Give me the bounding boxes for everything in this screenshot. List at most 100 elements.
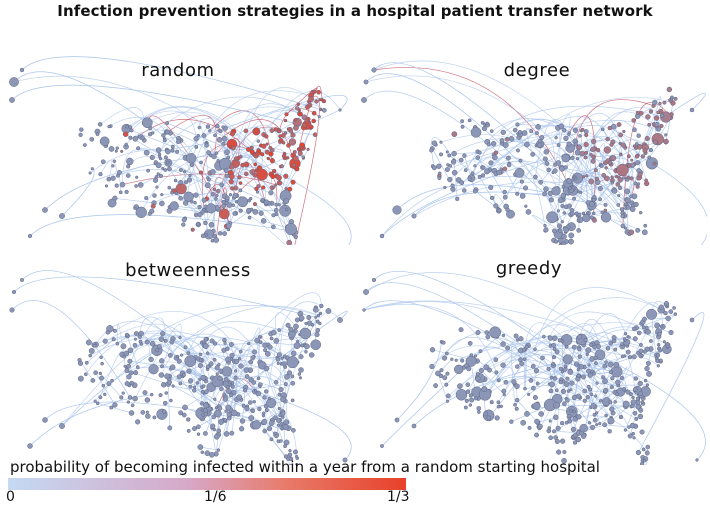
hospital-node — [272, 185, 276, 189]
hospital-node — [147, 211, 152, 216]
hospital-node — [619, 375, 625, 381]
hospital-node — [128, 135, 133, 140]
hospital-node — [123, 350, 130, 357]
hospital-node — [88, 171, 92, 175]
hospital-node — [243, 161, 250, 168]
hospital-node — [159, 200, 165, 207]
hospital-node — [583, 142, 589, 148]
hospital-node — [222, 337, 227, 343]
hospital-node — [646, 370, 652, 377]
hospital-node — [502, 142, 509, 148]
network-edge — [251, 379, 282, 390]
hospital-node — [186, 351, 191, 356]
hospital-node — [438, 152, 444, 157]
hospital-node — [204, 450, 211, 457]
hospital-node — [658, 348, 663, 353]
hospital-node — [455, 196, 460, 202]
hospital-node — [204, 182, 211, 189]
hospital-node — [530, 363, 536, 369]
hospital-node — [125, 173, 131, 178]
hospital-node — [237, 175, 242, 180]
hospital-node — [520, 419, 526, 426]
hospital-node — [42, 207, 48, 213]
hospital-node — [295, 462, 299, 465]
hospital-node — [447, 153, 452, 158]
hospital-node — [132, 395, 138, 402]
hospital-node — [583, 155, 588, 160]
network-edge — [580, 111, 655, 193]
hospital-node — [521, 130, 528, 136]
hospital-node — [206, 150, 211, 155]
hospital-node — [445, 371, 450, 376]
hospital-node — [560, 438, 566, 444]
hospital-node — [638, 407, 644, 413]
network-edge — [651, 301, 668, 361]
hospital-node — [476, 406, 482, 411]
hospital-node — [85, 339, 92, 346]
hospital-node — [276, 418, 282, 424]
hospital-node — [292, 449, 298, 455]
hospital-node — [666, 86, 673, 93]
hospital-node — [209, 338, 215, 344]
hospital-node — [627, 433, 633, 439]
hospital-node — [277, 203, 281, 207]
hospital-node — [133, 337, 137, 341]
hospital-node — [100, 159, 106, 165]
hospital-node — [149, 340, 156, 347]
hospital-node — [272, 431, 277, 436]
hospital-node — [431, 140, 438, 146]
hospital-node — [580, 374, 587, 380]
hospital-node — [298, 354, 304, 360]
hospital-node — [200, 450, 205, 455]
network-edge — [365, 272, 623, 357]
hospital-node — [265, 142, 269, 146]
hospital-node — [298, 367, 304, 373]
hospital-node — [572, 409, 576, 414]
hospital-node — [589, 342, 594, 348]
hospital-node — [451, 150, 457, 157]
hospital-node — [594, 394, 598, 398]
hospital-node — [181, 222, 186, 227]
network-edge — [44, 155, 211, 211]
hospital-node — [572, 440, 578, 445]
hospital-node — [477, 150, 482, 155]
hospital-node — [582, 388, 588, 394]
hospital-node — [262, 428, 268, 434]
hospital-node — [534, 418, 540, 425]
hospital-node — [513, 333, 519, 339]
hospital-node — [484, 168, 490, 175]
hospital-node — [156, 172, 160, 176]
network-edge — [161, 305, 319, 362]
hospital-node — [621, 386, 627, 392]
hospital-node — [664, 300, 669, 306]
hospital-node — [198, 352, 203, 357]
hospital-node — [100, 361, 104, 366]
hospital-node — [494, 415, 500, 421]
hospital-node — [616, 203, 621, 207]
hospital-node — [554, 438, 560, 445]
hospital-node — [213, 433, 220, 440]
hospital-node — [458, 157, 464, 163]
network-edge — [161, 338, 177, 359]
hospital-node — [266, 425, 273, 432]
hospital-node — [157, 344, 162, 349]
hospital-node — [132, 135, 139, 142]
network-edge — [264, 301, 322, 432]
hospital-node — [244, 374, 250, 379]
hospital-node — [294, 454, 299, 458]
hospital-node — [124, 189, 129, 195]
hospital-node — [182, 170, 187, 174]
hospital-node — [565, 398, 570, 403]
hospital-node — [216, 448, 221, 452]
hospital-node — [638, 342, 643, 347]
hospital-node — [527, 392, 531, 397]
hospital-node — [255, 151, 261, 157]
hospital-node — [516, 338, 520, 342]
hospital-node — [283, 382, 288, 387]
hospital-node — [221, 125, 225, 129]
hospital-node — [134, 184, 138, 188]
hospital-node — [521, 348, 527, 353]
hospital-node — [595, 147, 601, 153]
hospital-node — [593, 361, 598, 366]
hospital-node — [183, 191, 194, 202]
